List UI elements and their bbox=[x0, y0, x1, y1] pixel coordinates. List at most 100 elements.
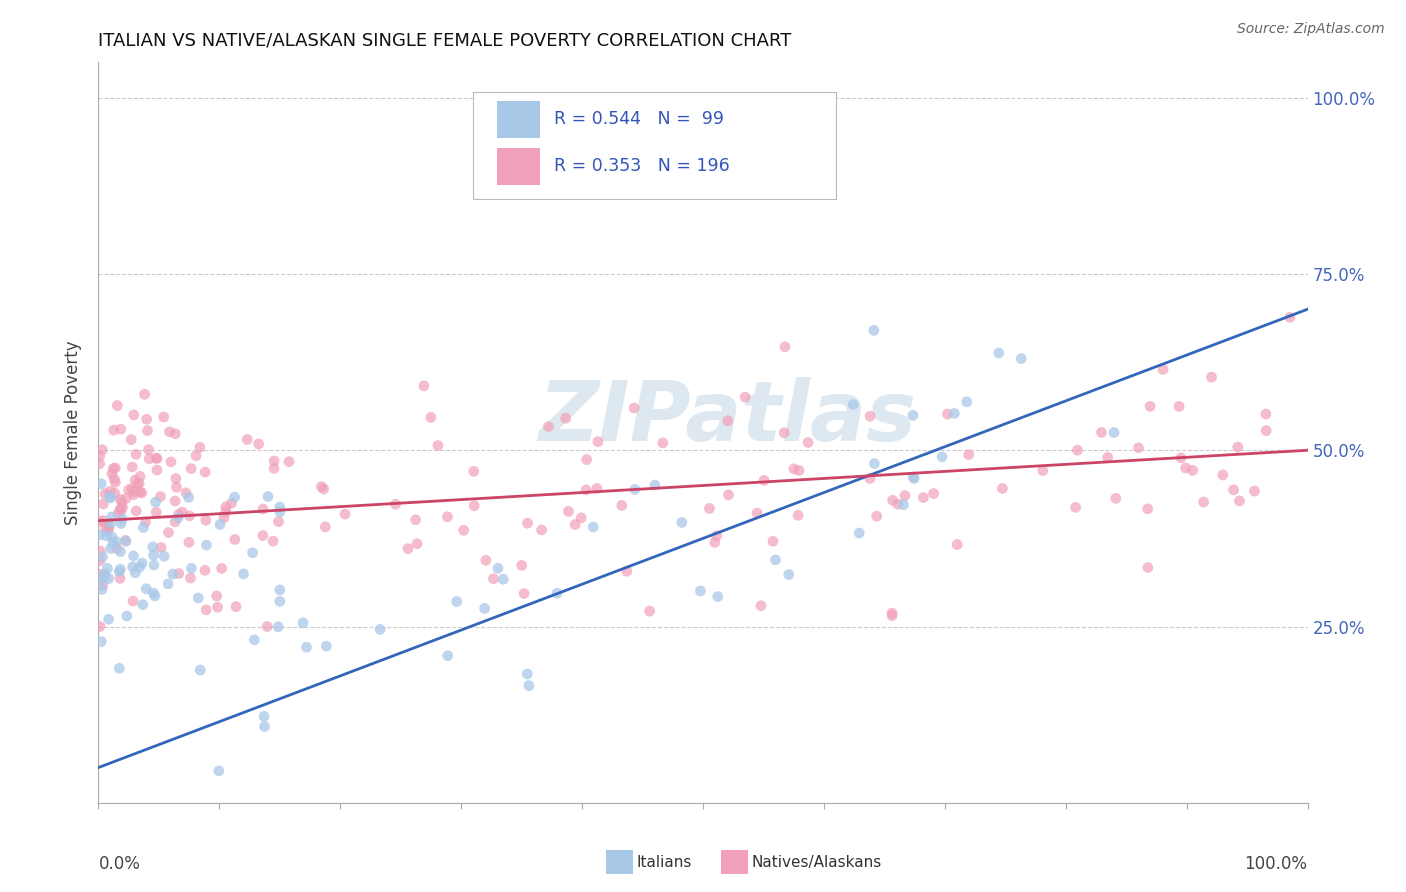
Point bbox=[224, 533, 246, 547]
Point bbox=[236, 433, 259, 447]
Point bbox=[125, 447, 148, 461]
Point bbox=[1212, 467, 1234, 482]
Point bbox=[195, 538, 218, 552]
Point bbox=[149, 490, 172, 504]
Point bbox=[537, 419, 560, 434]
Point bbox=[396, 541, 419, 556]
Point bbox=[100, 541, 122, 556]
Point bbox=[624, 483, 647, 497]
Point bbox=[510, 558, 533, 573]
Point bbox=[689, 584, 711, 599]
Point bbox=[946, 537, 969, 551]
Point bbox=[89, 554, 111, 568]
Point bbox=[267, 620, 290, 634]
Point bbox=[987, 346, 1010, 360]
Bar bbox=[721, 850, 748, 874]
Point bbox=[89, 449, 111, 463]
Point bbox=[167, 566, 190, 581]
Point bbox=[129, 469, 152, 483]
Point bbox=[269, 582, 291, 597]
Point bbox=[208, 517, 231, 532]
Point bbox=[97, 612, 120, 626]
Point bbox=[146, 463, 169, 477]
Point bbox=[122, 484, 145, 499]
Point bbox=[903, 471, 925, 485]
Point bbox=[138, 451, 160, 466]
Point bbox=[1136, 501, 1159, 516]
Point bbox=[105, 399, 128, 413]
Point bbox=[215, 500, 238, 514]
Point bbox=[333, 507, 356, 521]
Text: R = 0.353   N = 196: R = 0.353 N = 196 bbox=[554, 157, 730, 175]
Point bbox=[174, 486, 197, 500]
Point bbox=[842, 397, 865, 411]
Point bbox=[513, 586, 536, 600]
Point bbox=[623, 401, 645, 415]
Point bbox=[575, 452, 598, 467]
Point bbox=[717, 414, 740, 428]
Point bbox=[153, 549, 176, 564]
Point bbox=[419, 410, 441, 425]
Point bbox=[922, 486, 945, 500]
Point bbox=[706, 590, 728, 604]
Point bbox=[991, 482, 1014, 496]
Point bbox=[368, 623, 391, 637]
Point bbox=[1243, 484, 1265, 499]
Point bbox=[136, 424, 159, 438]
Point bbox=[1168, 400, 1191, 414]
Point bbox=[586, 434, 609, 449]
Point bbox=[463, 464, 485, 478]
Point bbox=[247, 437, 270, 451]
Text: ITALIAN VS NATIVE/ALASKAN SINGLE FEMALE POVERTY CORRELATION CHART: ITALIAN VS NATIVE/ALASKAN SINGLE FEMALE … bbox=[98, 32, 792, 50]
Point bbox=[262, 534, 284, 549]
Point bbox=[257, 490, 280, 504]
Point bbox=[752, 474, 775, 488]
Point bbox=[100, 491, 122, 505]
Point bbox=[145, 505, 167, 519]
Point bbox=[1032, 463, 1054, 477]
Point bbox=[135, 582, 157, 596]
Point bbox=[253, 709, 276, 723]
Point bbox=[717, 488, 740, 502]
Point bbox=[224, 490, 246, 504]
Point bbox=[412, 379, 434, 393]
Point bbox=[956, 394, 979, 409]
Point bbox=[121, 560, 143, 574]
Point bbox=[118, 483, 141, 497]
Point bbox=[882, 493, 904, 508]
Point bbox=[159, 425, 181, 439]
Point bbox=[89, 457, 111, 471]
Point bbox=[1201, 370, 1223, 384]
Point bbox=[89, 544, 111, 558]
Point bbox=[100, 516, 122, 531]
Point bbox=[111, 500, 134, 514]
Point bbox=[152, 410, 174, 425]
Point bbox=[91, 578, 114, 592]
Point bbox=[706, 529, 728, 543]
Point bbox=[912, 491, 935, 505]
Text: 100.0%: 100.0% bbox=[1244, 855, 1308, 872]
Point bbox=[492, 572, 515, 586]
Point bbox=[142, 586, 165, 600]
Point bbox=[131, 486, 153, 500]
Text: R = 0.544   N =  99: R = 0.544 N = 99 bbox=[554, 111, 724, 128]
Point bbox=[453, 524, 475, 538]
Point bbox=[292, 615, 315, 630]
Point bbox=[101, 535, 124, 549]
Point bbox=[135, 412, 157, 426]
Point bbox=[93, 567, 115, 582]
Point bbox=[269, 500, 291, 514]
Point bbox=[157, 525, 180, 540]
Point bbox=[773, 340, 796, 354]
Point bbox=[97, 572, 120, 586]
Point bbox=[263, 461, 285, 475]
Point bbox=[269, 594, 291, 608]
Point bbox=[91, 442, 114, 457]
Text: Italians: Italians bbox=[637, 855, 692, 870]
Point bbox=[143, 589, 166, 603]
Point bbox=[89, 528, 111, 542]
Point bbox=[90, 476, 112, 491]
Point bbox=[644, 478, 666, 492]
Point bbox=[94, 521, 117, 535]
Point bbox=[101, 530, 124, 544]
